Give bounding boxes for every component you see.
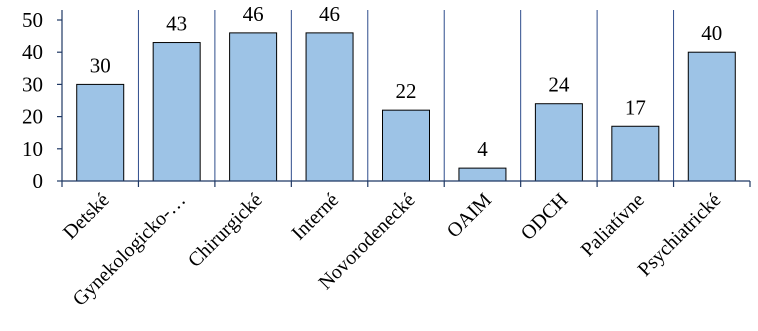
category-separators <box>137 10 675 181</box>
data-label: 4 <box>477 137 488 161</box>
data-label: 22 <box>396 79 417 103</box>
bar <box>458 167 507 182</box>
bar <box>152 42 201 182</box>
y-tick-label: 30 <box>22 72 43 96</box>
bars <box>76 32 736 182</box>
category-label: Interné <box>287 189 343 245</box>
bar <box>229 32 278 182</box>
y-tick-label: 0 <box>33 169 44 193</box>
data-label: 46 <box>319 2 340 26</box>
data-labels: 30 43 46 46 22 4 24 17 40 <box>90 2 723 161</box>
x-axis <box>61 180 751 187</box>
data-label: 24 <box>548 73 570 97</box>
category-label: OAIM <box>443 189 496 242</box>
category-label: ODCH <box>517 189 573 245</box>
bar <box>534 103 583 182</box>
y-tick-label: 50 <box>22 8 43 32</box>
category-label: Chirurgické <box>184 189 267 272</box>
bar <box>687 51 736 182</box>
data-label: 46 <box>243 2 264 26</box>
bar <box>76 83 125 182</box>
y-tick-label: 20 <box>22 105 43 129</box>
bar <box>611 125 660 182</box>
category-label: Detské <box>59 189 114 244</box>
y-tick-label: 10 <box>22 137 43 161</box>
category-label: Psychiatrické <box>634 189 726 281</box>
category-label: Paliatívne <box>577 189 649 261</box>
data-label: 30 <box>90 53 111 77</box>
bar <box>305 32 354 182</box>
data-label: 43 <box>166 12 187 36</box>
bar <box>382 109 430 182</box>
data-label: 17 <box>625 95 646 119</box>
y-tick-label: 40 <box>22 40 43 64</box>
data-label: 40 <box>701 21 722 45</box>
y-axis: 0 10 20 30 40 50 <box>22 8 63 193</box>
